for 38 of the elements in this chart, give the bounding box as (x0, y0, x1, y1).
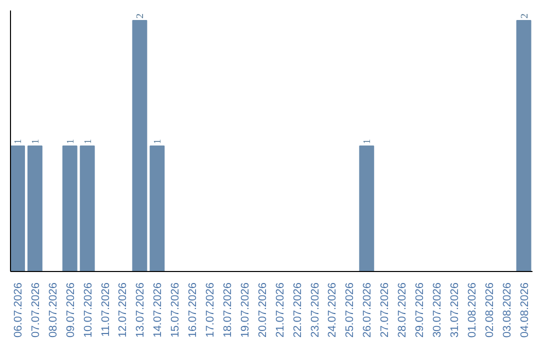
x-tick-label: 03.08.2026 (501, 282, 514, 338)
x-tick-label: 25.07.2026 (344, 282, 356, 338)
x-tick-label: 07.07.2026 (30, 282, 42, 338)
x-tick-label: 13.07.2026 (134, 282, 147, 338)
x-tick-label: 28.07.2026 (396, 282, 409, 338)
data-label: 2 (519, 14, 530, 19)
data-label: 1 (82, 139, 94, 144)
data-label: 1 (152, 139, 164, 144)
x-tick-label: 01.08.2026 (466, 282, 478, 338)
x-tick-label: 14.07.2026 (152, 282, 164, 338)
x-tick-label: 19.07.2026 (239, 282, 252, 338)
x-tick-label: 21.07.2026 (274, 282, 286, 338)
x-tick-label: 10.07.2026 (82, 282, 94, 338)
x-tick-label: 24.07.2026 (326, 282, 339, 338)
data-label: 1 (12, 139, 24, 144)
x-tick-label: 20.07.2026 (256, 282, 269, 338)
x-tick-label: 31.07.2026 (448, 282, 461, 338)
x-tick-label: 22.07.2026 (292, 282, 304, 338)
x-tick-label: 12.07.2026 (117, 282, 130, 338)
x-tick-label: 09.07.2026 (64, 282, 77, 338)
data-label: 1 (65, 139, 76, 144)
x-tick-label: 23.07.2026 (309, 282, 322, 338)
x-tick-label: 26.07.2026 (362, 282, 374, 338)
x-tick-label: 11.07.2026 (100, 282, 112, 337)
x-tick-label: 29.07.2026 (414, 282, 426, 338)
x-tick-label: 18.07.2026 (222, 282, 234, 338)
x-tick-label: 15.07.2026 (170, 282, 182, 338)
x-tick-label: 16.07.2026 (187, 282, 200, 338)
x-tick-label: 30.07.2026 (431, 282, 444, 338)
data-label: 2 (135, 14, 146, 19)
x-tick-label: 08.07.2026 (47, 282, 60, 338)
x-tick-label: 02.08.2026 (484, 282, 496, 338)
x-tick-label: 17.07.2026 (204, 282, 217, 338)
data-label: 1 (30, 139, 42, 144)
x-tick-label: 04.08.2026 (518, 282, 531, 338)
data-label: 1 (362, 139, 374, 144)
x-tick-label: 27.07.2026 (379, 282, 392, 338)
x-tick-label: 06.07.2026 (12, 282, 24, 338)
